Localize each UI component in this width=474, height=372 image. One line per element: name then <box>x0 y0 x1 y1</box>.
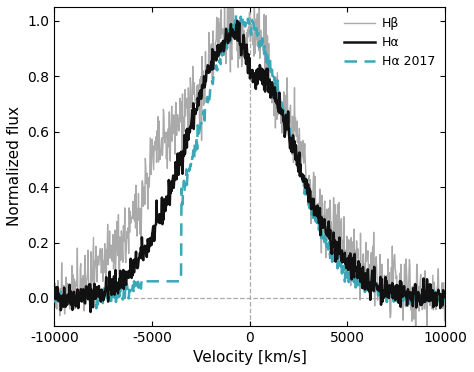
Hα <box>349 277 355 282</box>
Hα <box>52 292 57 296</box>
Line: Hβ: Hβ <box>55 0 445 341</box>
Hβ <box>279 131 284 135</box>
Hα <box>75 306 81 310</box>
Hβ <box>289 152 295 157</box>
Hα 2017 <box>52 290 57 295</box>
Hα <box>290 150 295 154</box>
Y-axis label: Normalized flux: Normalized flux <box>7 106 22 226</box>
Hα 2017 <box>75 292 81 296</box>
Hα 2017 <box>279 104 285 108</box>
Hα <box>235 19 240 23</box>
Hβ <box>348 235 354 240</box>
Legend: Hβ, Hα, Hα 2017: Hβ, Hα, Hα 2017 <box>340 13 439 72</box>
Hα 2017 <box>442 301 448 305</box>
Hα 2017 <box>290 137 295 141</box>
Hβ <box>389 265 394 270</box>
Hα 2017 <box>301 175 307 179</box>
Line: Hα 2017: Hα 2017 <box>55 14 445 308</box>
Hα <box>88 310 93 314</box>
Hβ <box>413 339 419 343</box>
Hα 2017 <box>349 278 355 282</box>
Hα <box>442 295 448 299</box>
Hα 2017 <box>389 287 395 291</box>
X-axis label: Velocity [km/s]: Velocity [km/s] <box>193 350 307 365</box>
Hα <box>279 108 285 112</box>
Hα <box>301 177 307 182</box>
Hβ <box>442 302 448 307</box>
Hβ <box>75 295 81 299</box>
Hβ <box>301 161 307 165</box>
Hα 2017 <box>93 306 99 311</box>
Hα <box>389 291 395 295</box>
Hβ <box>52 298 57 303</box>
Line: Hα: Hα <box>55 21 445 312</box>
Hα 2017 <box>233 12 238 16</box>
